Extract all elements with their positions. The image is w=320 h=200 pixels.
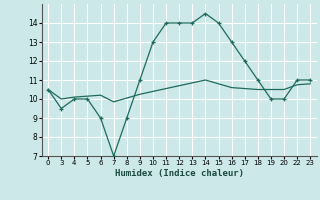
X-axis label: Humidex (Indice chaleur): Humidex (Indice chaleur) <box>115 169 244 178</box>
